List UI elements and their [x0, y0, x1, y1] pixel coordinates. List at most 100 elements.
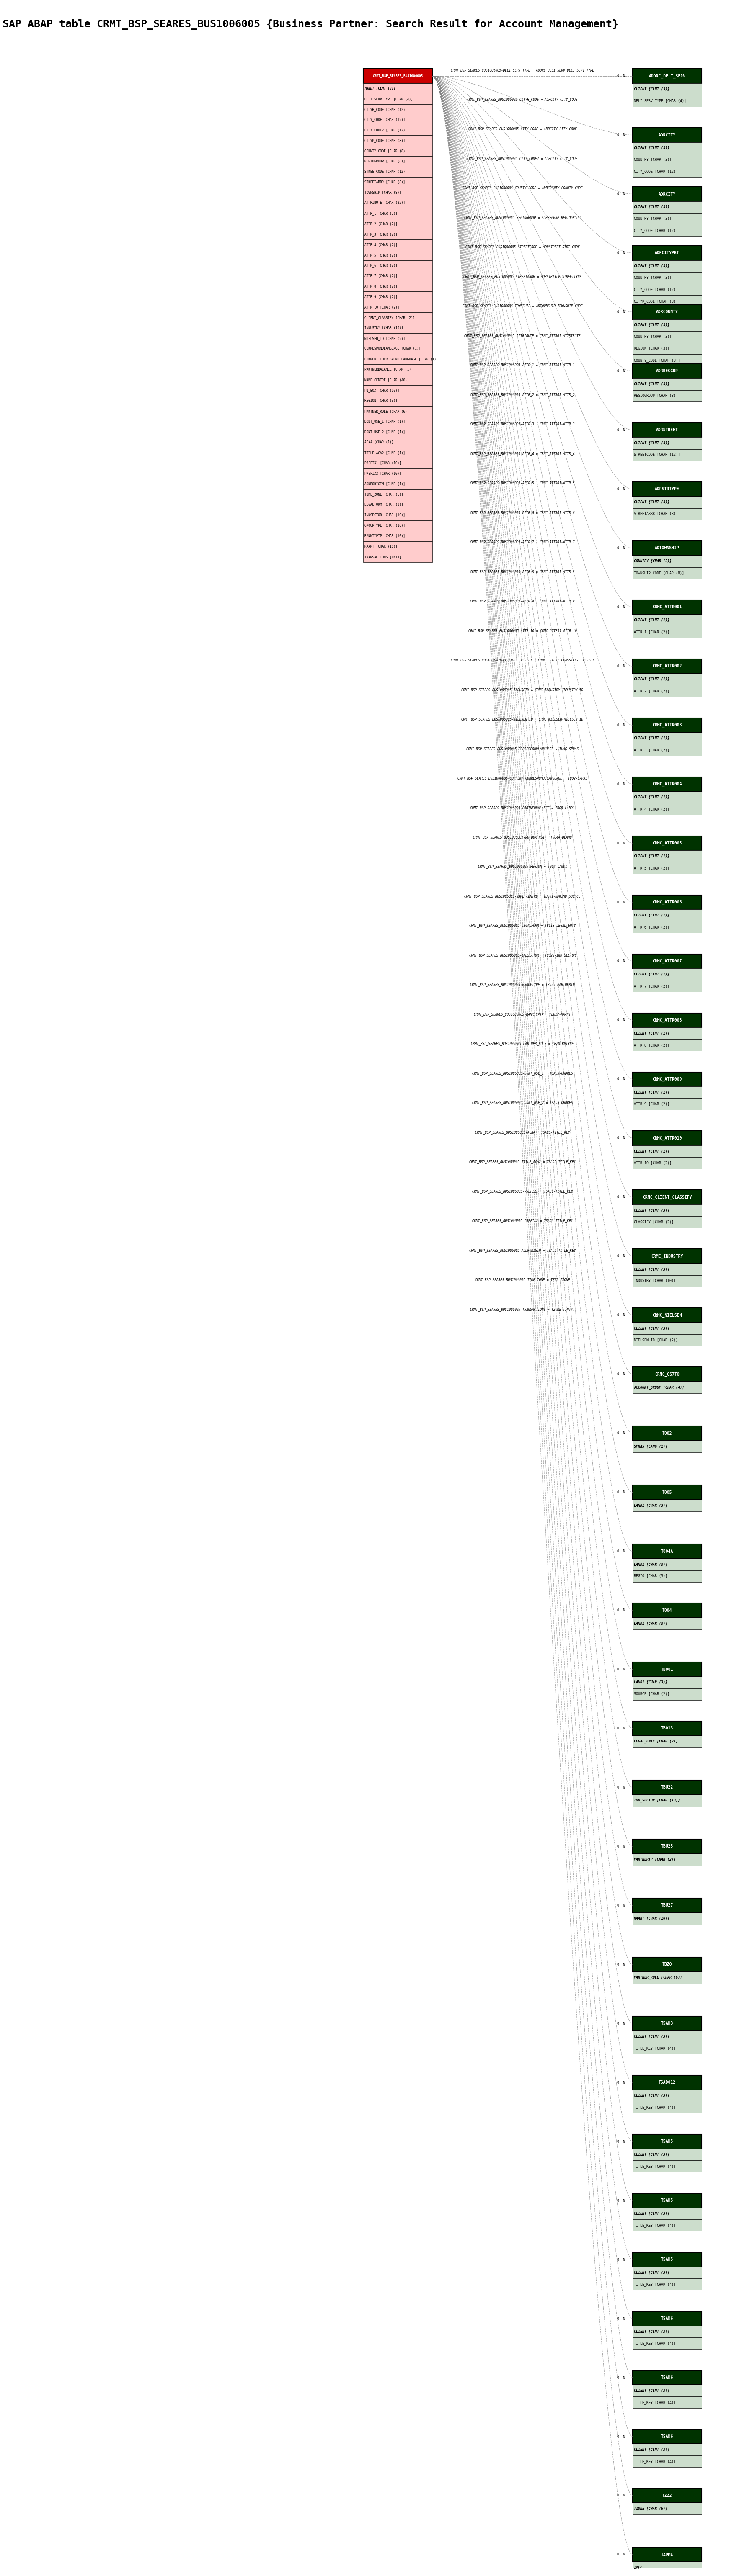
FancyBboxPatch shape: [633, 70, 702, 82]
FancyBboxPatch shape: [633, 600, 702, 616]
Text: 0..N: 0..N: [617, 1314, 625, 1316]
Text: TB001: TB001: [661, 1667, 673, 1672]
FancyBboxPatch shape: [633, 188, 702, 201]
FancyBboxPatch shape: [633, 497, 702, 507]
Text: 0..N: 0..N: [617, 1136, 625, 1141]
FancyBboxPatch shape: [633, 482, 702, 497]
Text: TZOME: TZOME: [661, 2553, 673, 2558]
Text: 0..N: 0..N: [617, 724, 625, 726]
Text: PARTNERTP [CHAR (2)]: PARTNERTP [CHAR (2)]: [634, 1857, 676, 1862]
Text: LAND1 [CHAR (3)]: LAND1 [CHAR (3)]: [634, 1564, 667, 1566]
Text: CRMT_BSP_SEARES_BUS1006005-INDSECTOR = TBU22-IND_SECTOR: CRMT_BSP_SEARES_BUS1006005-INDSECTOR = T…: [469, 953, 576, 958]
Text: CLIENT [CLNT (3)]: CLIENT [CLNT (3)]: [634, 381, 670, 386]
FancyBboxPatch shape: [633, 672, 702, 685]
Text: ADTOWNSHIP: ADTOWNSHIP: [655, 546, 680, 551]
FancyBboxPatch shape: [633, 2043, 702, 2053]
Text: CRMT_BSP_SEARES_BUS1006005-CITY_CODE = ADRCITY-CITY_CODE: CRMT_BSP_SEARES_BUS1006005-CITY_CODE = A…: [469, 126, 576, 131]
Text: TOWNSHIP_CODE [CHAR (8)]: TOWNSHIP_CODE [CHAR (8)]: [634, 572, 684, 574]
Text: TITLE_KEY [CHAR (4)]: TITLE_KEY [CHAR (4)]: [634, 2164, 676, 2169]
Text: CRMC_NIELSEN: CRMC_NIELSEN: [653, 1314, 682, 1316]
Text: TIME_ZONE [CHAR (6)]: TIME_ZONE [CHAR (6)]: [364, 492, 403, 497]
FancyBboxPatch shape: [363, 438, 432, 448]
FancyBboxPatch shape: [363, 82, 432, 93]
Text: RANKTYPTP [CHAR (10)]: RANKTYPTP [CHAR (10)]: [364, 533, 405, 538]
FancyBboxPatch shape: [363, 147, 432, 157]
Text: 0..N: 0..N: [617, 1785, 625, 1790]
FancyBboxPatch shape: [633, 448, 702, 461]
FancyBboxPatch shape: [363, 209, 432, 219]
FancyBboxPatch shape: [633, 1012, 702, 1028]
FancyBboxPatch shape: [633, 2445, 702, 2455]
FancyBboxPatch shape: [363, 167, 432, 178]
FancyBboxPatch shape: [633, 332, 702, 343]
Text: NIELSEN_ID [CHAR (2)]: NIELSEN_ID [CHAR (2)]: [364, 337, 405, 340]
FancyBboxPatch shape: [633, 837, 702, 850]
Text: 0..N: 0..N: [617, 2375, 625, 2380]
Text: CRMC_INDUSTRY: CRMC_INDUSTRY: [651, 1255, 684, 1260]
Text: ADRCITYPRT: ADRCITYPRT: [655, 250, 680, 255]
FancyBboxPatch shape: [363, 397, 432, 407]
FancyBboxPatch shape: [363, 500, 432, 510]
FancyBboxPatch shape: [633, 2396, 702, 2409]
FancyBboxPatch shape: [633, 389, 702, 402]
Text: CRMT_BSP_SEARES_BUS1006005-DELI_SERV_TYPE = ADDRC_DELI_SERV-DELI_SERV_TYPE: CRMT_BSP_SEARES_BUS1006005-DELI_SERV_TYP…: [451, 67, 594, 72]
Text: CRMT_BSP_SEARES_BUS1006005-PARTNER_ROLE = TBZO-BPTYPE: CRMT_BSP_SEARES_BUS1006005-PARTNER_ROLE …: [471, 1041, 573, 1046]
Text: REGIOGROUP [CHAR (8)]: REGIOGROUP [CHAR (8)]: [634, 394, 678, 397]
FancyBboxPatch shape: [363, 240, 432, 250]
FancyBboxPatch shape: [633, 343, 702, 355]
Text: REGION [CHAR (3)]: REGION [CHAR (3)]: [364, 399, 398, 402]
Text: CRMT_BSP_SEARES_BUS1006005-ATTR_1 = CRMC_ATTR01-ATTR_1: CRMT_BSP_SEARES_BUS1006005-ATTR_1 = CRMC…: [470, 363, 575, 366]
FancyBboxPatch shape: [363, 469, 432, 479]
FancyBboxPatch shape: [633, 1265, 702, 1275]
FancyBboxPatch shape: [363, 188, 432, 198]
FancyBboxPatch shape: [633, 1275, 702, 1288]
FancyBboxPatch shape: [633, 685, 702, 696]
Text: 0..N: 0..N: [617, 1195, 625, 1200]
Text: 0..N: 0..N: [617, 2434, 625, 2439]
Text: ADRSTRTYPE: ADRSTRTYPE: [655, 487, 680, 492]
FancyBboxPatch shape: [633, 355, 702, 366]
FancyBboxPatch shape: [633, 1971, 702, 1984]
FancyBboxPatch shape: [633, 659, 702, 672]
Text: CLIENT [CLNT (3)]: CLIENT [CLNT (3)]: [634, 2447, 670, 2452]
FancyBboxPatch shape: [633, 2136, 702, 2148]
FancyBboxPatch shape: [633, 1662, 702, 1677]
FancyBboxPatch shape: [633, 304, 702, 319]
Text: CLIENT [CLNT (3)]: CLIENT [CLNT (3)]: [634, 2213, 670, 2215]
FancyBboxPatch shape: [363, 157, 432, 167]
Text: CLIENT [CLNT (1)]: CLIENT [CLNT (1)]: [634, 737, 670, 739]
Text: ATTRIBUTE [CHAR (22)]: ATTRIBUTE [CHAR (22)]: [364, 201, 405, 206]
Text: TSAD5: TSAD5: [661, 2141, 673, 2143]
FancyBboxPatch shape: [363, 250, 432, 260]
Text: ATTR_6 [CHAR (2)]: ATTR_6 [CHAR (2)]: [364, 263, 398, 268]
FancyBboxPatch shape: [363, 93, 432, 103]
FancyBboxPatch shape: [633, 2280, 702, 2290]
Text: ADRCOUNTY: ADRCOUNTY: [656, 309, 678, 314]
Text: CLIENT [CLNT (3)]: CLIENT [CLNT (3)]: [634, 2154, 670, 2156]
FancyBboxPatch shape: [633, 422, 702, 438]
FancyBboxPatch shape: [633, 981, 702, 992]
Text: CLIENT [CLNT (1)]: CLIENT [CLNT (1)]: [634, 974, 670, 976]
Text: P1_BOX [CHAR (10)]: P1_BOX [CHAR (10)]: [364, 389, 399, 392]
FancyBboxPatch shape: [363, 386, 432, 397]
Text: ACCOUNT_GROUP [CHAR (4)]: ACCOUNT_GROUP [CHAR (4)]: [634, 1386, 684, 1388]
Text: CITYH_CODE [CHAR (12)]: CITYH_CODE [CHAR (12)]: [364, 108, 407, 111]
FancyBboxPatch shape: [363, 353, 432, 363]
FancyBboxPatch shape: [633, 245, 702, 260]
Text: CITY_CODE [CHAR (12)]: CITY_CODE [CHAR (12)]: [634, 170, 678, 173]
Text: TBU27: TBU27: [661, 1904, 673, 1909]
FancyBboxPatch shape: [633, 2148, 702, 2161]
Text: 0..N: 0..N: [617, 1077, 625, 1082]
FancyBboxPatch shape: [363, 291, 432, 301]
FancyBboxPatch shape: [633, 2251, 702, 2267]
FancyBboxPatch shape: [633, 273, 702, 283]
FancyBboxPatch shape: [633, 2504, 702, 2514]
Text: 0..N: 0..N: [617, 665, 625, 667]
Text: CLIENT [CLNT (3)]: CLIENT [CLNT (3)]: [634, 440, 670, 446]
FancyBboxPatch shape: [633, 1131, 702, 1146]
Text: CLIENT [CLNT (3)]: CLIENT [CLNT (3)]: [634, 206, 670, 209]
Text: PARTNERBALANCE [CHAR (1)]: PARTNERBALANCE [CHAR (1)]: [364, 368, 413, 371]
Text: 0..N: 0..N: [617, 1373, 625, 1376]
Text: IND_SECTOR [CHAR (10)]: IND_SECTOR [CHAR (10)]: [634, 1798, 680, 1803]
Text: CRMT_BSP_SEARES_BUS1006005-STREETABBR = ADRSTRTYPE-STREETTYPE: CRMT_BSP_SEARES_BUS1006005-STREETABBR = …: [463, 276, 582, 278]
